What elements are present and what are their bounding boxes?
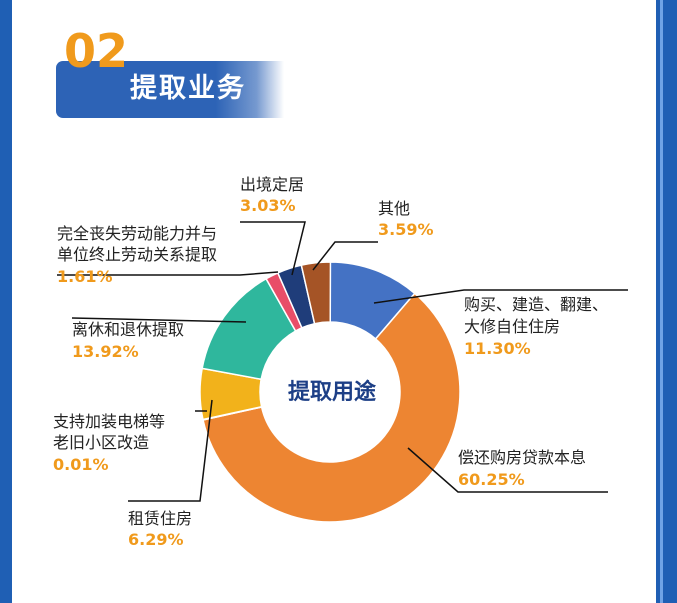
donut-slice-other <box>300 261 332 325</box>
slice-label-rent: 租赁住房 <box>128 509 193 528</box>
slice-value-repay: 60.25% <box>458 470 525 489</box>
slice-label-elevator-line2: 老旧小区改造 <box>53 433 150 452</box>
section-number: 02 <box>64 24 129 78</box>
slice-value-rent: 6.29% <box>128 530 184 549</box>
leader-line-rent <box>128 399 213 502</box>
slice-label-disability-line2: 单位终止劳动关系提取 <box>57 245 218 264</box>
donut-slice-repay <box>202 292 461 523</box>
slice-value-emigrate: 3.03% <box>240 196 296 215</box>
right-frame-highlight <box>660 0 663 603</box>
leader-line-retire <box>71 317 247 323</box>
section-title: 提取业务 <box>130 73 246 104</box>
slice-label-other: 其他 <box>378 199 411 218</box>
slice-label-purchase-line1: 购买、建造、翻建、 <box>464 295 609 314</box>
leader-line-purchase <box>373 289 628 304</box>
slice-value-purchase: 11.30% <box>464 339 531 358</box>
slice-value-retire: 13.92% <box>72 342 139 361</box>
leader-line-disability <box>57 271 279 276</box>
left-frame-border <box>0 0 12 603</box>
leader-line-other <box>312 241 378 271</box>
slice-label-emigrate: 出境定居 <box>240 175 305 194</box>
slice-label-disability-line1: 完全丧失劳动能力并与 <box>57 224 218 243</box>
slice-value-other: 3.59% <box>378 220 434 239</box>
slice-label-repay: 偿还购房贷款本息 <box>458 448 587 467</box>
slice-label-retire: 离休和退休提取 <box>72 320 185 339</box>
slice-label-elevator-line1: 支持加装电梯等 <box>53 412 166 431</box>
leader-line-repay <box>407 447 608 493</box>
slice-value-disability: 1.61% <box>57 267 113 286</box>
chart-center-label: 提取用途 <box>287 380 376 405</box>
slice-label-purchase-line2: 大修自住住房 <box>464 317 561 336</box>
slice-value-elevator: 0.01% <box>53 455 109 474</box>
leader-line-emigrate <box>240 221 306 276</box>
section-title-bar <box>56 61 284 118</box>
